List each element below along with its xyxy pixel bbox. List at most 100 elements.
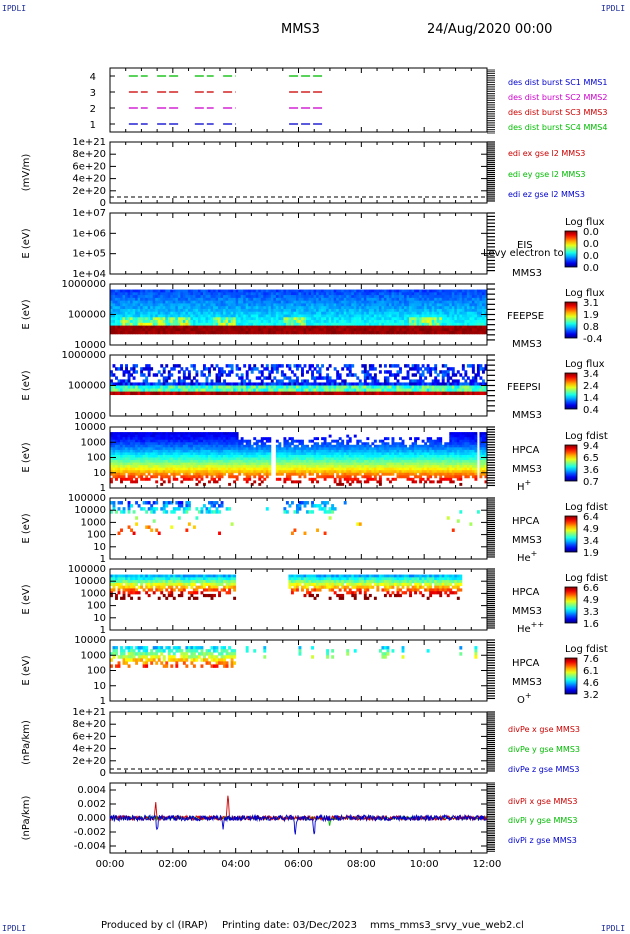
feepsi-pixel	[326, 373, 330, 377]
feepsi-pixel	[110, 379, 113, 383]
hpca_h-pixel	[235, 439, 239, 443]
hpca_h-pixel	[187, 475, 191, 479]
feepsi-pixel	[409, 388, 412, 392]
feepse-pixel	[258, 300, 262, 304]
feepsi-pixel	[391, 382, 395, 386]
feepse-pixel	[308, 295, 312, 299]
feepsi-pixel	[434, 391, 438, 396]
feepse-pixel	[338, 295, 342, 299]
feepsi-pixel	[366, 376, 370, 380]
feepse-pixel	[142, 297, 146, 302]
feepsi-pixel	[361, 382, 365, 386]
feepse-pixel	[265, 292, 269, 296]
feepse-pixel	[351, 306, 355, 310]
hpca_h-pixel	[145, 452, 149, 456]
feepse-pixel	[288, 320, 292, 324]
hpca_h-pixel	[215, 470, 219, 474]
hpca_h-pixel	[230, 457, 234, 461]
feepse-pixel	[147, 308, 151, 313]
feepse-pixel	[311, 297, 314, 302]
feepsi-pixel	[446, 391, 450, 396]
feepse-pixel	[383, 311, 387, 315]
feepse-pixel	[157, 303, 161, 307]
feepse-pixel	[421, 308, 425, 313]
feepse-pixel	[333, 331, 337, 335]
feepse-pixel	[481, 292, 485, 296]
hpca_h-pixel	[132, 449, 136, 453]
feepsi-pixel	[348, 391, 352, 396]
hpca_h-pixel	[197, 460, 201, 463]
feepse-pixel	[426, 289, 430, 293]
feepsi-pixel	[481, 385, 485, 389]
feepse-pixel	[454, 320, 458, 324]
feepse-pixel	[115, 320, 118, 324]
hpca_h-pixel	[187, 437, 191, 441]
feepse-pixel	[394, 303, 397, 307]
feepse-pixel	[175, 297, 179, 302]
hpca_h-pixel	[185, 460, 189, 463]
feepse-pixel	[225, 322, 229, 326]
feepse-pixel	[172, 331, 176, 335]
feepsi-pixel	[175, 391, 179, 396]
feepsi-pixel	[373, 391, 377, 396]
feepse-pixel	[192, 328, 196, 332]
feepse-pixel	[170, 314, 174, 318]
feepsi-pixel	[316, 382, 319, 386]
hpca_h-pixel	[180, 465, 184, 469]
hpca_h-pixel	[208, 432, 211, 436]
hpca_h-pixel	[157, 444, 161, 448]
feepse-pixel	[429, 308, 433, 313]
feepse-pixel	[130, 292, 134, 296]
hpca_h-pixel	[175, 447, 179, 451]
feepse-pixel	[137, 289, 141, 293]
hpca_h-pixel	[235, 444, 239, 448]
feepse-pixel	[471, 295, 475, 299]
feepsi-pixel	[321, 391, 325, 396]
hpca_h-pixel	[253, 462, 257, 466]
hpca_h-pixel	[177, 465, 181, 469]
hpca_h-pixel	[130, 472, 134, 476]
feepsi-pixel	[416, 364, 420, 368]
feepse-pixel	[190, 295, 194, 299]
feepse-pixel	[258, 325, 262, 329]
feepse-pixel	[476, 308, 480, 313]
feepse-pixel	[137, 300, 141, 304]
feepse-pixel	[290, 303, 294, 307]
feepse-pixel	[414, 297, 418, 302]
feepse-pixel	[265, 325, 269, 329]
hpca_h-pixel	[130, 457, 134, 461]
feepse-pixel	[295, 303, 299, 307]
feepse-pixel	[313, 308, 317, 313]
feepse-pixel	[213, 322, 216, 326]
feepsi-pixel	[341, 382, 345, 386]
feepse-pixel	[469, 297, 473, 302]
hpca_h-pixel	[197, 480, 201, 484]
feepse-pixel	[205, 306, 209, 310]
feepse-pixel	[298, 303, 302, 307]
feepse-pixel	[388, 317, 392, 321]
feepse-pixel	[474, 306, 478, 310]
feepse-pixel	[270, 289, 274, 293]
feepse-pixel	[434, 311, 438, 315]
feepse-pixel	[175, 306, 179, 310]
feepsi-pixel	[331, 388, 335, 392]
feepsi-pixel	[293, 379, 297, 383]
feepse-pixel	[283, 317, 287, 321]
hpca_h-pixel	[220, 449, 224, 453]
feepse-pixel	[197, 300, 201, 304]
feepsi-pixel	[127, 385, 131, 389]
hpca_h-pixel	[110, 460, 113, 463]
hpca_h-pixel	[120, 439, 123, 443]
feepse-pixel	[388, 303, 392, 307]
feepsi-pixel	[399, 370, 402, 374]
feepse-pixel	[391, 300, 395, 304]
feepse-pixel	[464, 325, 468, 329]
hpca_h-pixel	[132, 475, 136, 479]
feepse-pixel	[351, 300, 355, 304]
hpca_h-pixel	[155, 457, 159, 461]
hpca_h-pixel	[253, 480, 257, 484]
feepse-pixel	[170, 320, 174, 324]
feepse-pixel	[409, 328, 412, 332]
feepse-pixel	[363, 300, 367, 304]
feepse-spacecraft-label: MMS3	[512, 339, 542, 350]
